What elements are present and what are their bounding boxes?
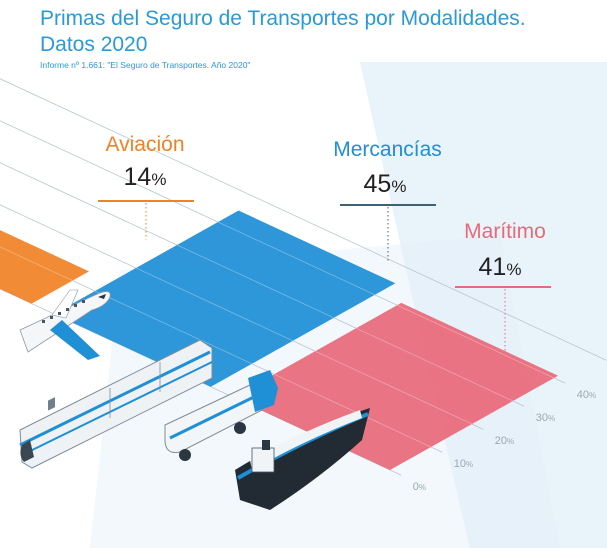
label-mercancias: Mercancías bbox=[333, 138, 442, 161]
label-aviacion: Aviación bbox=[105, 133, 185, 156]
tick-label: 20% bbox=[495, 435, 514, 447]
tanker-truck-icon bbox=[164, 370, 278, 461]
underline-maritimo bbox=[455, 286, 551, 288]
tick-label: 40% bbox=[577, 389, 596, 401]
gridline bbox=[0, 78, 607, 361]
bar-gridline bbox=[356, 327, 514, 402]
tick-label: 0% bbox=[413, 481, 426, 493]
value-maritimo: 41% bbox=[478, 253, 522, 281]
chart-subtitle: Informe nº 1.661: "El Seguro de Transpor… bbox=[40, 60, 251, 70]
chart-title: Primas del Seguro de Transportes por Mod… bbox=[40, 7, 526, 56]
bar-gridline bbox=[176, 244, 334, 319]
bar-gridline bbox=[217, 221, 375, 296]
bar-gridline bbox=[0, 246, 73, 281]
bar-gridline bbox=[274, 373, 432, 448]
bar-gridline bbox=[315, 350, 473, 425]
airplane-icon bbox=[19, 289, 111, 360]
ship-icon bbox=[235, 408, 370, 510]
bar-gridline bbox=[397, 304, 555, 379]
underline-mercancias bbox=[340, 204, 436, 206]
bar-gridline bbox=[135, 267, 293, 342]
bar-gridline bbox=[94, 290, 252, 365]
bar-aviacion bbox=[0, 230, 89, 304]
label-maritimo: Marítimo bbox=[464, 220, 546, 243]
underline-aviacion bbox=[98, 200, 194, 202]
train-icon bbox=[19, 339, 213, 469]
tick-label: 10% bbox=[454, 458, 473, 470]
value-mercancias: 45% bbox=[363, 170, 407, 198]
value-aviacion: 14% bbox=[123, 163, 167, 191]
tick-label: 30% bbox=[536, 412, 555, 424]
bar-mercancias bbox=[54, 210, 396, 387]
